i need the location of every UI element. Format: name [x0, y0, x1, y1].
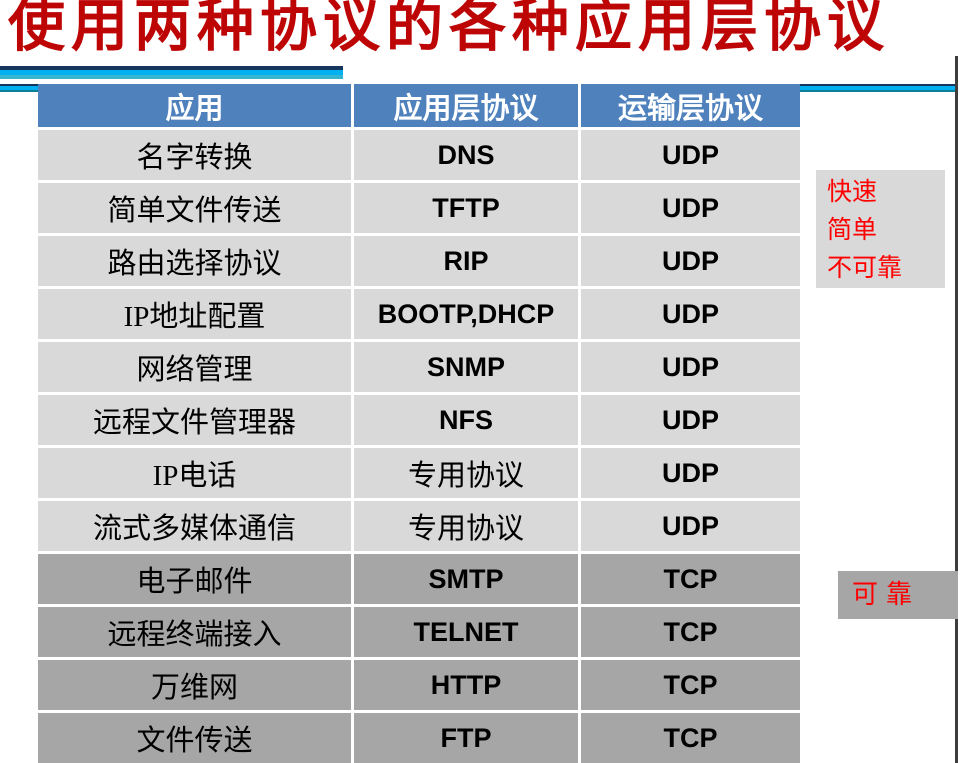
udp-note-line-fast: 快速	[827, 179, 878, 206]
table-cell-transport: UDP	[581, 236, 800, 286]
table-cell-protocol: TELNET	[354, 607, 578, 657]
column-header-transport-layer-protocol: 运输层协议	[581, 84, 800, 127]
right-vertical-rule	[955, 56, 958, 763]
page-title: 使用两种协议的各种应用层协议	[8, 0, 890, 58]
table-cell-transport: UDP	[581, 130, 800, 180]
table-cell-transport: UDP	[581, 183, 800, 233]
table-cell-app: IP电话	[38, 448, 351, 498]
table-cell-protocol: BOOTP,DHCP	[354, 289, 578, 339]
table-cell-app: 简单文件传送	[38, 183, 351, 233]
table-cell-transport: UDP	[581, 289, 800, 339]
table-cell-protocol: 专用协议	[354, 501, 578, 551]
protocol-table: 应用 应用层协议 运输层协议 名字转换 DNS UDP 简单文件传送 TFTP …	[38, 84, 800, 763]
table-cell-transport: UDP	[581, 342, 800, 392]
table-cell-app: 网络管理	[38, 342, 351, 392]
table-cell-protocol: SMTP	[354, 554, 578, 604]
table-cell-app: IP地址配置	[38, 289, 351, 339]
udp-note-line-simple: 简单	[827, 217, 878, 244]
table-cell-app: 电子邮件	[38, 554, 351, 604]
table-cell-protocol: DNS	[354, 130, 578, 180]
table-cell-protocol: NFS	[354, 395, 578, 445]
table-cell-transport: TCP	[581, 713, 800, 763]
table-cell-protocol: RIP	[354, 236, 578, 286]
table-cell-transport: UDP	[581, 448, 800, 498]
table-cell-app: 文件传送	[38, 713, 351, 763]
table-cell-app: 名字转换	[38, 130, 351, 180]
table-cell-protocol: 专用协议	[354, 448, 578, 498]
table-cell-app: 万维网	[38, 660, 351, 710]
table-cell-transport: TCP	[581, 607, 800, 657]
table-cell-protocol: FTP	[354, 713, 578, 763]
tcp-characteristics-note: 可靠	[838, 571, 958, 619]
title-underline-thick	[0, 66, 343, 79]
udp-note-line-unreliable: 不可靠	[827, 255, 903, 282]
table-cell-transport: TCP	[581, 660, 800, 710]
table-cell-app: 远程终端接入	[38, 607, 351, 657]
table-cell-transport: UDP	[581, 395, 800, 445]
table-cell-app: 路由选择协议	[38, 236, 351, 286]
column-header-app-layer-protocol: 应用层协议	[354, 84, 578, 127]
table-cell-transport: TCP	[581, 554, 800, 604]
table-cell-transport: UDP	[581, 501, 800, 551]
udp-characteristics-note: 快速 简单 不可靠	[816, 170, 945, 288]
column-header-application: 应用	[38, 84, 351, 127]
table-cell-protocol: TFTP	[354, 183, 578, 233]
table-cell-protocol: HTTP	[354, 660, 578, 710]
table-cell-app: 流式多媒体通信	[38, 501, 351, 551]
table-cell-protocol: SNMP	[354, 342, 578, 392]
table-cell-app: 远程文件管理器	[38, 395, 351, 445]
